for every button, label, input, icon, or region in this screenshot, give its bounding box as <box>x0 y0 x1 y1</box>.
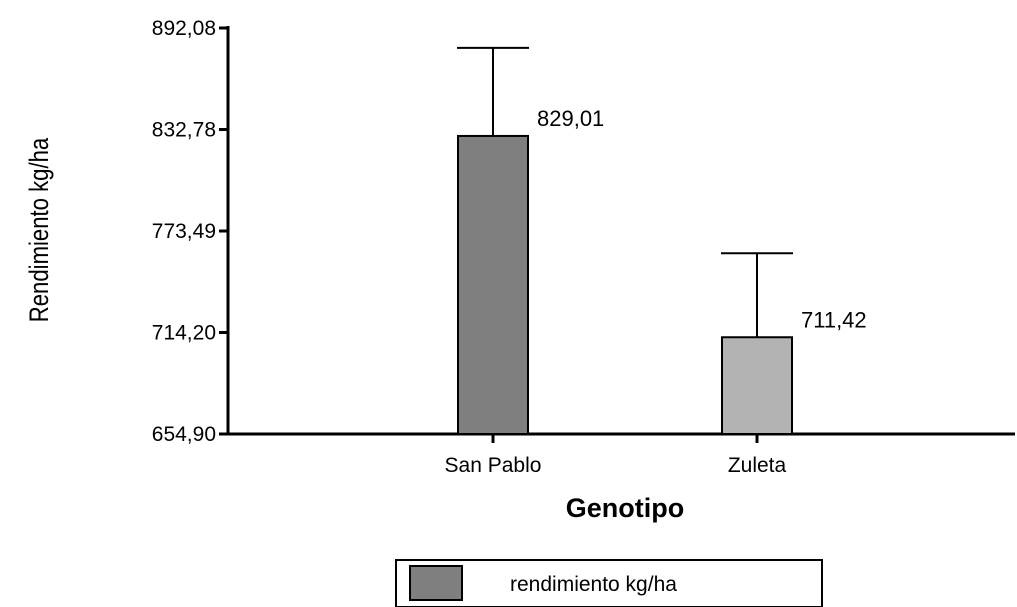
legend: rendimiento kg/ha <box>395 559 823 607</box>
bar <box>721 336 793 435</box>
y-tick-label: 892,08 <box>152 17 216 40</box>
y-tick-label: 714,20 <box>152 321 216 344</box>
y-tick-label: 654,90 <box>152 423 216 446</box>
bars-group <box>457 46 793 435</box>
y-tick-label: 832,78 <box>152 119 216 142</box>
y-tick-label: 773,49 <box>152 220 216 243</box>
value-label: 711,42 <box>801 307 867 332</box>
legend-label: rendimiento kg/ha <box>510 573 677 596</box>
x-tick-label: San Pablo <box>445 454 542 477</box>
legend-box <box>395 559 823 607</box>
x-axis-title: Genotipo <box>566 493 684 523</box>
bar <box>457 134 529 435</box>
legend-swatch <box>409 565 463 601</box>
value-label: 829,01 <box>537 106 604 131</box>
x-tick-label: Zuleta <box>728 454 787 477</box>
axes-group: 654,90 714,20 773,49 832,78 892,08 Rendimient… <box>25 17 1015 523</box>
y-axis-title: Rendimiento kg/ha <box>25 138 55 323</box>
labels-group: 829,01 711,42 <box>537 106 867 332</box>
